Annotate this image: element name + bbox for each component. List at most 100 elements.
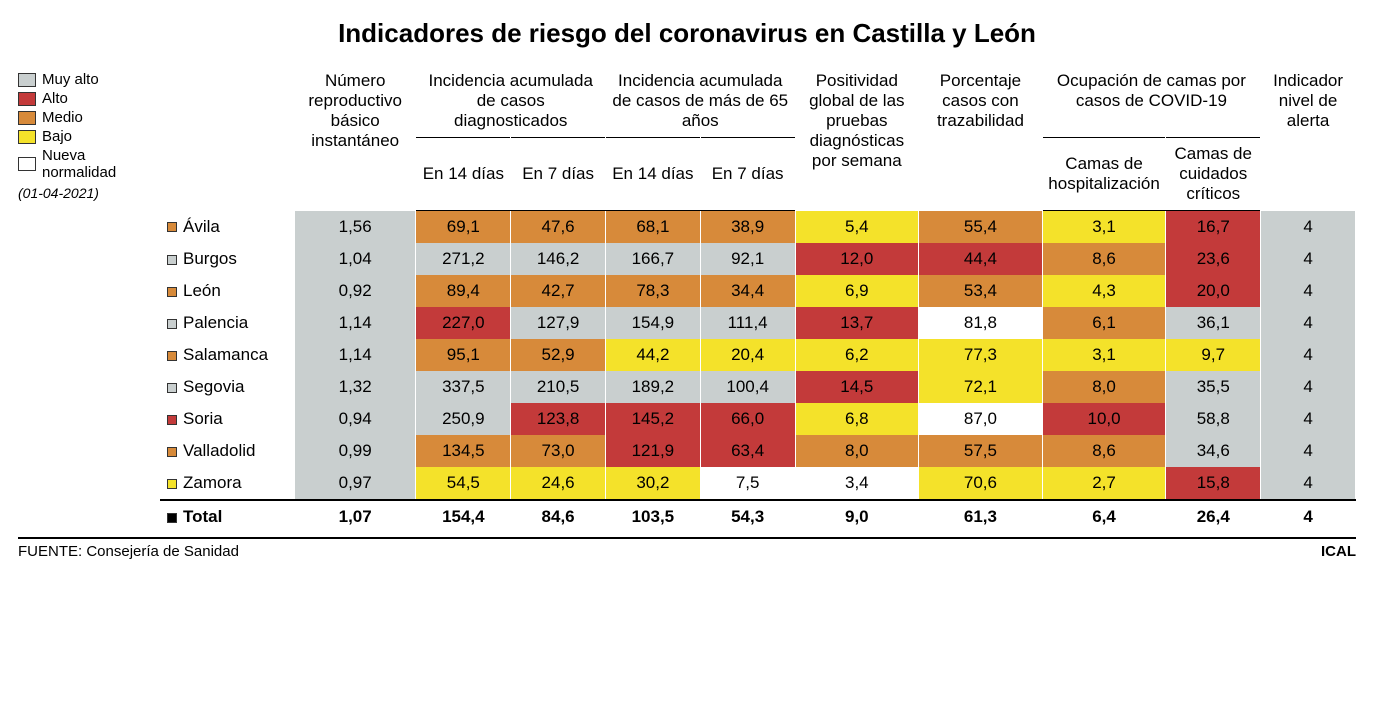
data-cell: 4 (1261, 500, 1356, 533)
data-cell: 1,07 (294, 500, 416, 533)
data-cell: 70,6 (919, 467, 1043, 500)
data-cell: 8,0 (1042, 371, 1166, 403)
data-cell: 103,5 (605, 500, 700, 533)
legend-label: Medio (42, 109, 83, 126)
data-cell: 9,7 (1166, 339, 1261, 371)
data-cell: 4 (1261, 243, 1356, 275)
data-cell: 4 (1261, 467, 1356, 500)
data-cell: 0,97 (294, 467, 416, 500)
data-cell: 6,9 (795, 275, 919, 307)
data-cell: 154,9 (605, 307, 700, 339)
data-cell: 227,0 (416, 307, 511, 339)
data-cell: 145,2 (605, 403, 700, 435)
data-cell: 36,1 (1166, 307, 1261, 339)
data-cell: 3,4 (795, 467, 919, 500)
data-cell: 42,7 (511, 275, 606, 307)
page-title: Indicadores de riesgo del coronavirus en… (18, 18, 1356, 49)
data-cell: 15,8 (1166, 467, 1261, 500)
data-cell: 8,0 (795, 435, 919, 467)
row-name: Burgos (183, 249, 237, 268)
hdr-65-14d: En 14 días (605, 138, 700, 211)
data-cell: 1,14 (294, 307, 416, 339)
data-cell: 1,14 (294, 339, 416, 371)
table-row: Ávila1,5669,147,668,138,95,455,43,116,74 (161, 211, 1356, 244)
data-cell: 337,5 (416, 371, 511, 403)
legend-item: Nueva normalidad (18, 147, 150, 181)
total-row: Total1,07154,484,6103,554,39,061,36,426,… (161, 500, 1356, 533)
row-bullet-icon (167, 447, 177, 457)
data-cell: 77,3 (919, 339, 1043, 371)
data-cell: 4 (1261, 371, 1356, 403)
data-cell: 44,4 (919, 243, 1043, 275)
data-cell: 6,2 (795, 339, 919, 371)
data-cell: 6,8 (795, 403, 919, 435)
legend-swatch (18, 92, 36, 106)
source-label: FUENTE: Consejería de Sanidad (18, 543, 239, 560)
legend-label: Bajo (42, 128, 72, 145)
data-cell: 4 (1261, 403, 1356, 435)
row-bullet-icon (167, 319, 177, 329)
row-name-cell: Valladolid (161, 435, 295, 467)
row-name: Ávila (183, 217, 220, 236)
data-cell: 8,6 (1042, 243, 1166, 275)
data-cell: 4,3 (1042, 275, 1166, 307)
data-cell: 154,4 (416, 500, 511, 533)
data-cell: 63,4 (700, 435, 795, 467)
data-cell: 127,9 (511, 307, 606, 339)
data-cell: 58,8 (1166, 403, 1261, 435)
data-cell: 73,0 (511, 435, 606, 467)
hdr-crit: Camas de cuidados críticos (1166, 138, 1261, 211)
row-bullet-icon (167, 351, 177, 361)
data-cell: 4 (1261, 339, 1356, 371)
table-row: Zamora0,9754,524,630,27,53,470,62,715,84 (161, 467, 1356, 500)
data-cell: 87,0 (919, 403, 1043, 435)
data-cell: 100,4 (700, 371, 795, 403)
data-cell: 92,1 (700, 243, 795, 275)
hdr-hosp: Camas de hospitalización (1042, 138, 1166, 211)
hdr-diag-14d: En 14 días (416, 138, 511, 211)
data-cell: 0,92 (294, 275, 416, 307)
table-row: Burgos1,04271,2146,2166,792,112,044,48,6… (161, 243, 1356, 275)
row-name: León (183, 281, 221, 300)
data-cell: 111,4 (700, 307, 795, 339)
data-cell: 6,4 (1042, 500, 1166, 533)
data-cell: 23,6 (1166, 243, 1261, 275)
data-cell: 68,1 (605, 211, 700, 244)
data-cell: 121,9 (605, 435, 700, 467)
legend-item: Bajo (18, 128, 150, 145)
data-cell: 53,4 (919, 275, 1043, 307)
data-cell: 1,32 (294, 371, 416, 403)
hdr-positividad: Positividad global de las pruebas diagnó… (795, 67, 919, 211)
row-bullet-icon (167, 415, 177, 425)
data-cell: 3,1 (1042, 211, 1166, 244)
data-cell: 78,3 (605, 275, 700, 307)
data-cell: 81,8 (919, 307, 1043, 339)
legend-label: Nueva normalidad (42, 147, 150, 181)
row-name-cell: Soria (161, 403, 295, 435)
data-cell: 34,6 (1166, 435, 1261, 467)
data-cell: 210,5 (511, 371, 606, 403)
row-bullet-icon (167, 383, 177, 393)
data-cell: 134,5 (416, 435, 511, 467)
data-cell: 1,04 (294, 243, 416, 275)
table-container: Número reproductivo básico instantáneo I… (160, 67, 1356, 533)
data-cell: 7,5 (700, 467, 795, 500)
legend-item: Alto (18, 90, 150, 107)
data-cell: 34,4 (700, 275, 795, 307)
data-cell: 89,4 (416, 275, 511, 307)
table-body: Ávila1,5669,147,668,138,95,455,43,116,74… (161, 211, 1356, 534)
data-cell: 12,0 (795, 243, 919, 275)
data-cell: 3,1 (1042, 339, 1166, 371)
data-cell: 95,1 (416, 339, 511, 371)
data-cell: 146,2 (511, 243, 606, 275)
table-row: Valladolid0,99134,573,0121,963,48,057,58… (161, 435, 1356, 467)
data-cell: 66,0 (700, 403, 795, 435)
row-name-cell: Ávila (161, 211, 295, 244)
data-cell: 2,7 (1042, 467, 1166, 500)
data-cell: 47,6 (511, 211, 606, 244)
data-cell: 189,2 (605, 371, 700, 403)
data-cell: 30,2 (605, 467, 700, 500)
row-bullet-icon (167, 479, 177, 489)
data-cell: 5,4 (795, 211, 919, 244)
table-row: Palencia1,14227,0127,9154,9111,413,781,8… (161, 307, 1356, 339)
